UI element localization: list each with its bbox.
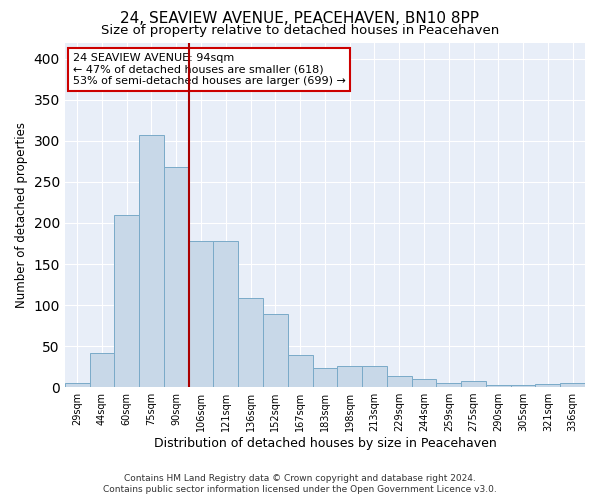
Bar (238, 298, 263, 387)
Bar (461, 382, 486, 387)
Bar (188, 241, 214, 387)
Bar (412, 379, 436, 387)
Bar (288, 355, 313, 387)
Bar (65, 383, 89, 387)
Text: Size of property relative to detached houses in Peacehaven: Size of property relative to detached ho… (101, 24, 499, 37)
Bar (263, 314, 288, 387)
Bar (214, 241, 238, 387)
Bar (115, 215, 139, 387)
Text: Contains HM Land Registry data © Crown copyright and database right 2024.
Contai: Contains HM Land Registry data © Crown c… (103, 474, 497, 494)
Text: 24 SEAVIEW AVENUE: 94sqm
← 47% of detached houses are smaller (618)
53% of semi-: 24 SEAVIEW AVENUE: 94sqm ← 47% of detach… (73, 53, 346, 86)
Text: 24, SEAVIEW AVENUE, PEACEHAVEN, BN10 8PP: 24, SEAVIEW AVENUE, PEACEHAVEN, BN10 8PP (121, 11, 479, 26)
Y-axis label: Number of detached properties: Number of detached properties (15, 122, 28, 308)
Bar (313, 368, 337, 387)
X-axis label: Distribution of detached houses by size in Peacehaven: Distribution of detached houses by size … (154, 437, 496, 450)
Bar (436, 383, 461, 387)
Bar (511, 386, 535, 387)
Bar (337, 366, 362, 387)
Bar (560, 383, 585, 387)
Bar (535, 384, 560, 387)
Bar (486, 384, 511, 387)
Bar (89, 352, 115, 387)
Bar (362, 366, 387, 387)
Bar (164, 167, 188, 387)
Bar (139, 135, 164, 387)
Bar (387, 376, 412, 387)
